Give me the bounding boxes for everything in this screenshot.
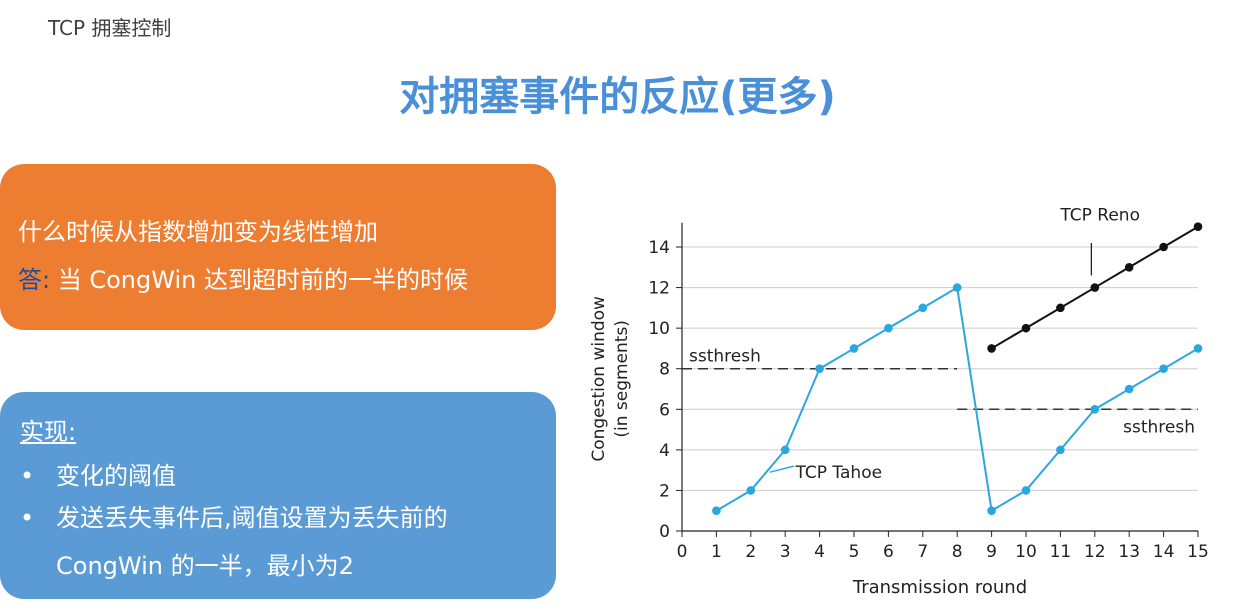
- data-point: [918, 303, 928, 313]
- data-point: [1021, 323, 1031, 333]
- bullet-dot: •: [20, 462, 35, 490]
- y-tick-label: 0: [659, 522, 670, 542]
- x-tick-label: 15: [1187, 542, 1209, 562]
- data-point: [1021, 486, 1031, 495]
- x-tick-label: 10: [1015, 542, 1037, 562]
- y-tick-label: 12: [648, 279, 670, 299]
- bullet-text: 变化的阈值: [56, 462, 176, 490]
- slide-header-label: TCP 拥塞控制: [48, 16, 172, 40]
- data-point: [1090, 283, 1100, 292]
- y-tick-label: 6: [659, 400, 670, 420]
- data-point: [1124, 384, 1134, 394]
- y-axis-label: Congestion window: [589, 296, 609, 462]
- y-tick-label: 8: [659, 360, 670, 380]
- x-tick-label: 13: [1118, 542, 1140, 562]
- data-point: [712, 506, 721, 516]
- implementation-card: 实现: • 变化的阈值 • 发送丢失事件后,阈值设置为丢失前的 CongWin …: [0, 392, 556, 599]
- series-label-tcp-reno: TCP Reno: [1059, 206, 1140, 226]
- x-tick-label: 14: [1153, 542, 1175, 562]
- ssthresh-label: ssthresh: [689, 347, 761, 367]
- y-tick-label: 4: [659, 441, 670, 461]
- implementation-heading: 实现:: [20, 418, 77, 446]
- data-point: [1159, 364, 1168, 374]
- answer-prefix: 答:: [18, 266, 51, 294]
- data-point: [1193, 344, 1203, 353]
- bullet-item: • 变化的阈值: [20, 456, 556, 496]
- data-point: [849, 344, 859, 353]
- answer-text: 当 CongWin 达到超时前的一半的时候: [50, 266, 468, 294]
- data-point: [987, 344, 996, 353]
- x-tick-label: 3: [780, 542, 791, 562]
- slide-title: 对拥塞事件的反应(更多): [399, 74, 836, 120]
- data-point: [1090, 404, 1100, 414]
- series-label-tcp-tahoe: TCP Tahoe: [795, 463, 883, 483]
- answer-line: 答: 当 CongWin 达到超时前的一半的时候: [18, 256, 556, 304]
- data-point: [815, 364, 824, 374]
- data-point: [1193, 222, 1203, 232]
- x-tick-label: 1: [711, 542, 722, 562]
- x-tick-label: 12: [1084, 542, 1106, 562]
- data-point: [952, 283, 962, 292]
- data-point: [746, 486, 756, 495]
- bullet-dot: •: [20, 504, 35, 532]
- x-tick-label: 0: [677, 542, 688, 562]
- bullet-item: • 发送丢失事件后,阈值设置为丢失前的: [20, 498, 556, 538]
- data-point: [780, 445, 790, 455]
- tahoe-callout-line: [769, 465, 794, 473]
- y-axis-label: (in segments): [612, 320, 632, 438]
- x-tick-label: 5: [849, 542, 860, 562]
- bullet-text: 发送丢失事件后,阈值设置为丢失前的: [56, 504, 448, 532]
- bullet-continuation: CongWin 的一半，最小为2: [56, 552, 354, 580]
- ssthresh-label: ssthresh: [1123, 417, 1195, 437]
- data-point: [987, 506, 996, 516]
- data-point: [1159, 242, 1168, 252]
- x-axis-label: Transmission round: [852, 577, 1027, 598]
- series-line: [715, 285, 1199, 513]
- x-tick-label: 2: [745, 542, 756, 562]
- x-tick-label: 6: [883, 542, 894, 562]
- x-tick-label: 11: [1050, 542, 1072, 562]
- question-card: 什么时候从指数增加变为线性增加 答: 当 CongWin 达到超时前的一半的时候: [0, 164, 556, 330]
- data-point: [1056, 303, 1065, 313]
- y-tick-label: 14: [648, 238, 670, 258]
- data-point: [1124, 262, 1134, 272]
- x-tick-label: 8: [952, 542, 963, 562]
- x-tick-label: 9: [986, 542, 997, 562]
- question-text: 什么时候从指数增加变为线性增加: [18, 218, 378, 246]
- data-point: [884, 323, 893, 333]
- x-tick-label: 7: [917, 542, 928, 562]
- data-point: [1056, 445, 1065, 455]
- y-tick-label: 2: [659, 481, 670, 501]
- x-tick-label: 4: [814, 542, 825, 562]
- y-tick-label: 10: [648, 319, 670, 339]
